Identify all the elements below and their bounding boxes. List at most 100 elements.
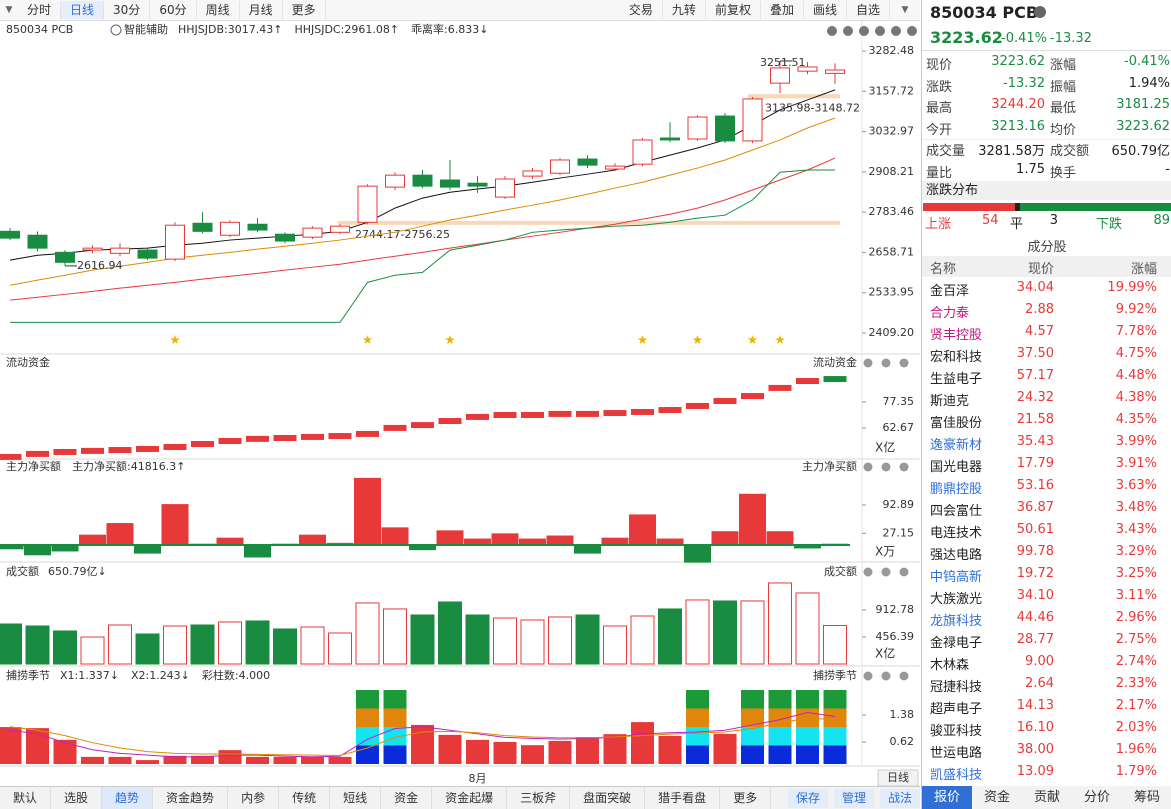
stock-price: 19.72 [1016, 566, 1054, 581]
stock-name[interactable]: 超声电子 [930, 702, 983, 717]
stock-name[interactable]: 生益电子 [930, 372, 983, 387]
stock-name[interactable]: 逸豪新材 [930, 438, 983, 453]
side-tab[interactable]: 贡献 [1022, 786, 1073, 809]
season-bar [548, 740, 572, 764]
strategy-tab[interactable]: 默认 [0, 787, 52, 809]
season-bar [273, 756, 297, 764]
volume-bar [218, 621, 242, 665]
season-bar [521, 745, 544, 764]
side-tab[interactable]: 筹码 [1122, 786, 1171, 809]
stock-name[interactable]: 世运电路 [930, 746, 983, 761]
stock-price: 50.61 [1016, 522, 1054, 537]
flow-bar [823, 376, 847, 383]
stock-name[interactable]: 金百泽 [930, 284, 970, 299]
stock-name[interactable]: 大族激光 [930, 592, 983, 607]
side-price: 3223.62 [930, 28, 1003, 47]
stock-name[interactable]: 国光电器 [930, 460, 983, 475]
action-button[interactable]: 保存 [787, 789, 828, 808]
flow-bar [218, 438, 242, 445]
period-button[interactable]: 更多 [283, 1, 326, 19]
strategy-tab[interactable]: 趋势 [102, 787, 154, 809]
candle-body [577, 158, 598, 166]
panel-icon [899, 671, 909, 681]
flow-bar [108, 447, 132, 454]
season-readout: X1:1.337↓ [60, 669, 119, 682]
stock-name[interactable]: 贤丰控股 [930, 328, 983, 343]
quote-label: 成交量 [926, 144, 966, 159]
assist-label: 智能辅助 [124, 22, 168, 36]
flow-bar [548, 410, 572, 417]
action-button[interactable]: 战法 [879, 789, 920, 808]
flow-bar [603, 410, 627, 417]
strategy-tab[interactable]: 短线 [330, 787, 382, 809]
strategy-tab[interactable]: 猎手看盘 [645, 787, 721, 809]
candle-body [522, 170, 543, 177]
period-button[interactable]: 30分 [104, 1, 151, 19]
netbuy-bar [24, 544, 51, 556]
stock-name[interactable]: 宏和科技 [930, 350, 983, 365]
tool-button[interactable]: 叠加 [761, 1, 804, 19]
tool-button[interactable]: 前复权 [706, 1, 761, 19]
strategy-tab[interactable]: 三板斧 [507, 787, 571, 809]
strategy-tab[interactable]: 更多 [720, 787, 772, 809]
strategy-tab[interactable]: 内参 [228, 787, 280, 809]
stock-name[interactable]: 冠捷科技 [930, 680, 983, 695]
strategy-tab[interactable]: 盘面突破 [570, 787, 646, 809]
stock-name[interactable]: 合力泰 [930, 306, 970, 321]
netbuy-bar [299, 534, 326, 545]
tool-button[interactable]: 交易 [620, 1, 663, 19]
stock-name[interactable]: 富佳股份 [930, 416, 983, 431]
signal-star [747, 335, 758, 344]
period-button[interactable]: 日线 [61, 1, 105, 19]
color-column-block [796, 690, 819, 709]
strategy-tab[interactable]: 传统 [279, 787, 331, 809]
color-column-block [823, 745, 847, 764]
stock-pct: 1.79% [1115, 764, 1157, 779]
period-button[interactable]: 60分 [150, 1, 197, 19]
netbuy-bar [216, 537, 244, 545]
stock-name[interactable]: 木林森 [930, 658, 970, 673]
strategy-tab[interactable]: 资金趋势 [153, 787, 229, 809]
y-tick-label: 3032.97 [869, 125, 915, 138]
netbuy-bar [354, 477, 381, 545]
candle-body [82, 247, 103, 251]
strategy-tab[interactable]: 选股 [51, 787, 103, 809]
volume-bar [273, 628, 297, 665]
candle-body [137, 249, 158, 259]
period-button[interactable]: 分时 [18, 1, 62, 19]
volume-bar [575, 614, 600, 665]
y-tick-label: 2533.95 [869, 286, 915, 299]
stock-name[interactable]: 中钨高新 [930, 570, 983, 585]
side-tab[interactable]: 分价 [1072, 786, 1123, 809]
side-tab[interactable]: 报价 [922, 786, 973, 809]
panel-title: 流动资金 [6, 355, 50, 369]
strategy-tab[interactable]: 资金 [381, 787, 433, 809]
stock-name[interactable]: 骏亚科技 [930, 724, 983, 739]
stock-name[interactable]: 电连技术 [930, 526, 983, 541]
tool-button[interactable]: 画线 [804, 1, 847, 19]
side-tab[interactable]: 资金 [972, 786, 1023, 809]
candle-body [605, 165, 625, 170]
action-button[interactable]: 管理 [833, 789, 874, 808]
stock-name[interactable]: 龙旗科技 [930, 614, 983, 629]
signal-star [170, 335, 180, 344]
period-button[interactable]: 周线 [197, 1, 240, 19]
dist-label: 下跌 [1096, 217, 1123, 232]
stock-name[interactable]: 金禄电子 [930, 636, 983, 651]
period-button[interactable]: 月线 [240, 1, 283, 19]
stock-pct: 19.99% [1107, 280, 1157, 295]
flow-bar [438, 418, 462, 425]
side-pct: -0.41% [1001, 31, 1047, 46]
y-tick-label: 3282.48 [869, 44, 915, 57]
volume-bar [493, 617, 517, 665]
tool-button[interactable]: 九转 [663, 1, 706, 19]
stock-name[interactable]: 凯盛科技 [930, 768, 983, 783]
stock-name[interactable]: 强达电路 [930, 548, 983, 563]
volume-bar [80, 636, 105, 665]
strategy-tab[interactable]: 资金起爆 [432, 787, 508, 809]
y-tick-label: 92.89 [883, 498, 915, 511]
tool-button[interactable]: 自选 [847, 1, 890, 19]
stock-name[interactable]: 鹏鼎控股 [930, 482, 983, 497]
stock-name[interactable]: 斯迪克 [930, 394, 970, 409]
stock-name[interactable]: 四会富仕 [930, 504, 983, 519]
